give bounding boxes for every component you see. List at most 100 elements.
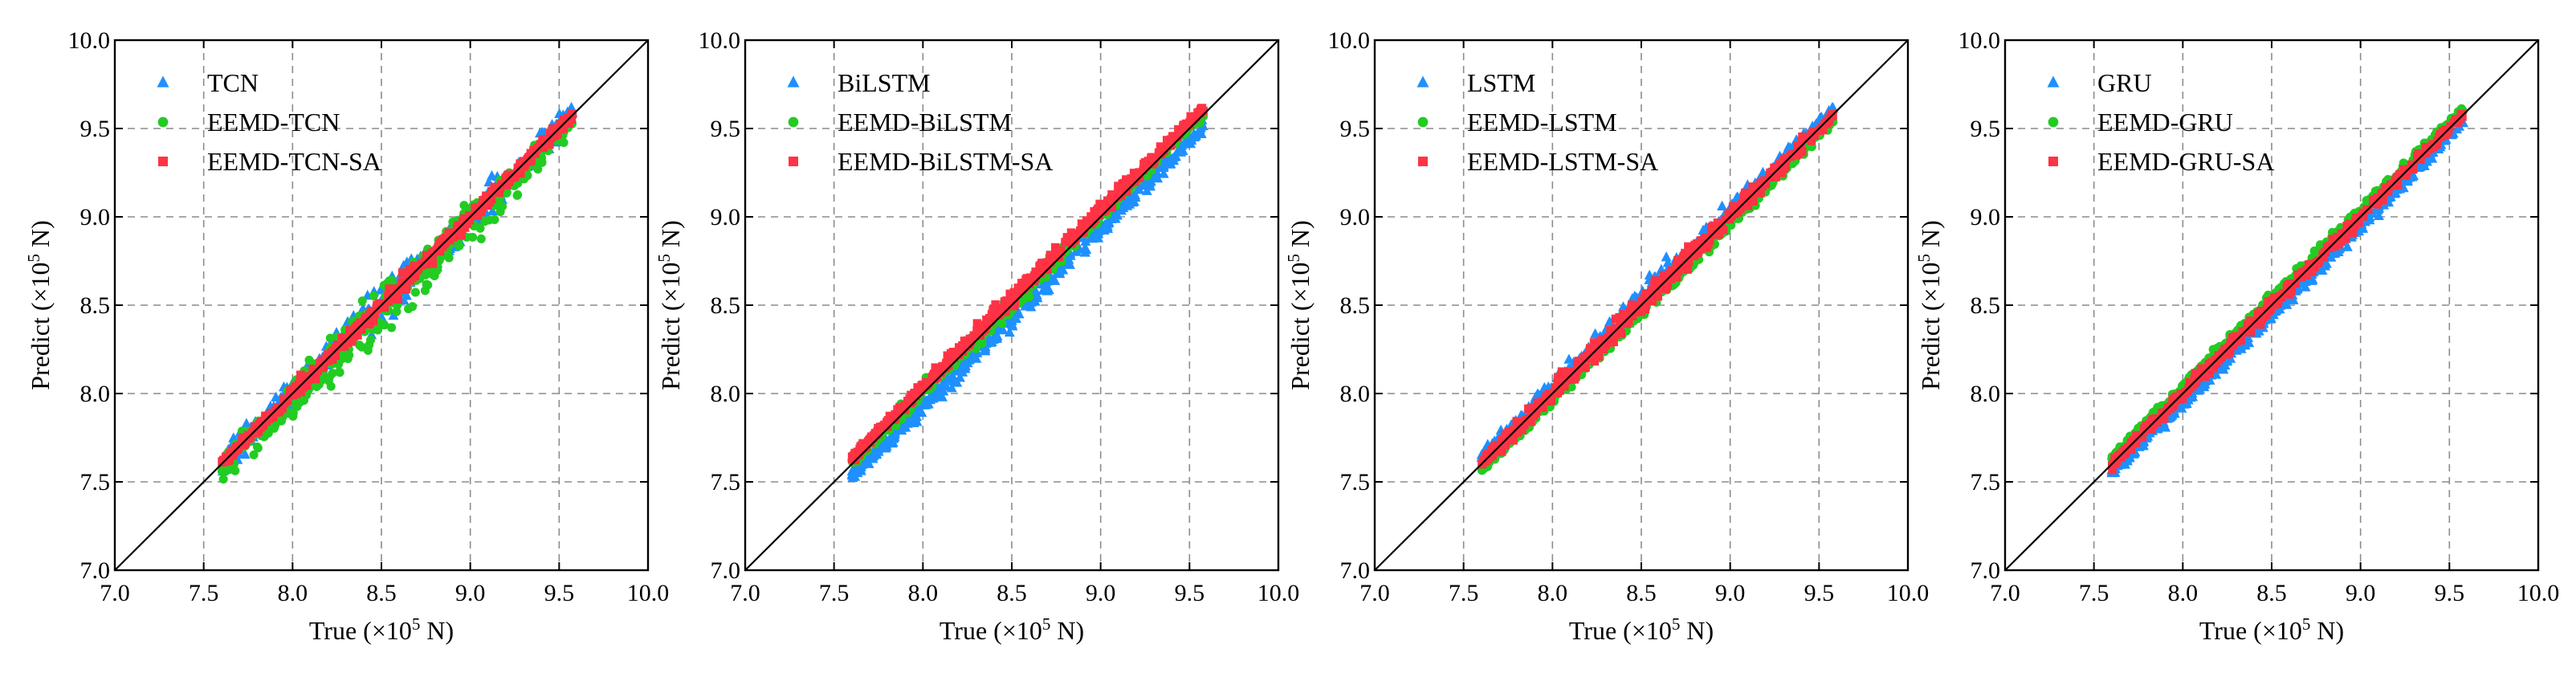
x-tick-label: 7.5 bbox=[819, 580, 850, 606]
data-point bbox=[991, 300, 1000, 309]
data-point bbox=[1641, 305, 1650, 314]
data-point bbox=[253, 422, 263, 431]
data-point bbox=[1134, 183, 1145, 194]
data-point bbox=[1489, 444, 1498, 454]
data-point bbox=[252, 443, 263, 452]
data-point bbox=[895, 402, 904, 412]
data-point bbox=[2181, 398, 2192, 408]
y-tick-label: 9.5 bbox=[1340, 116, 1371, 142]
data-point bbox=[1152, 172, 1164, 183]
y-tick-label: 7.0 bbox=[80, 557, 111, 584]
data-point bbox=[1086, 212, 1095, 221]
data-point bbox=[1070, 236, 1079, 245]
data-point bbox=[1102, 217, 1113, 228]
x-axis-label: True (×105 N) bbox=[940, 614, 1084, 645]
legend-item: EEMD-LSTM-SA bbox=[1418, 147, 1658, 176]
data-point bbox=[1050, 243, 1060, 252]
data-point bbox=[912, 406, 923, 417]
data-point bbox=[1050, 275, 1061, 285]
data-point bbox=[276, 416, 286, 426]
legend-label: EEMD-LSTM bbox=[1467, 108, 1617, 137]
data-point bbox=[1684, 242, 1693, 251]
data-point bbox=[328, 348, 336, 357]
reference-line bbox=[1374, 39, 1909, 571]
data-point bbox=[1140, 162, 1149, 171]
data-point bbox=[1719, 226, 1728, 235]
legend-marker bbox=[1417, 116, 1429, 128]
data-point bbox=[1115, 204, 1127, 215]
data-point bbox=[2199, 381, 2210, 392]
data-point bbox=[1777, 169, 1787, 177]
data-point bbox=[296, 387, 305, 397]
data-point bbox=[2218, 364, 2229, 374]
legend-marker bbox=[789, 157, 798, 166]
y-tick-label: 7.5 bbox=[711, 469, 741, 496]
data-point bbox=[1162, 154, 1173, 165]
legend-marker bbox=[157, 116, 169, 128]
data-point bbox=[1783, 141, 1794, 152]
x-tick-label: 9.5 bbox=[1175, 580, 1205, 606]
data-point bbox=[1192, 112, 1200, 122]
data-point bbox=[1730, 204, 1739, 213]
data-point bbox=[487, 186, 496, 196]
data-point bbox=[1078, 222, 1087, 231]
data-point bbox=[373, 302, 382, 311]
data-point bbox=[355, 341, 365, 350]
data-point bbox=[278, 404, 287, 413]
data-point bbox=[964, 353, 975, 364]
data-point bbox=[1798, 147, 1807, 157]
data-point bbox=[230, 466, 240, 475]
data-point bbox=[2378, 196, 2387, 205]
data-point bbox=[1557, 367, 1567, 376]
data-point bbox=[490, 182, 499, 191]
data-point bbox=[271, 391, 282, 402]
data-point bbox=[1758, 182, 1767, 191]
data-point bbox=[1634, 300, 1643, 310]
data-point bbox=[965, 340, 974, 349]
data-point bbox=[1690, 241, 1699, 251]
data-point bbox=[541, 136, 550, 145]
data-point bbox=[1029, 276, 1039, 286]
data-point bbox=[1611, 314, 1620, 324]
data-point bbox=[340, 342, 349, 351]
data-point bbox=[1001, 302, 1010, 312]
data-point bbox=[2373, 210, 2384, 220]
data-point bbox=[1124, 177, 1133, 186]
data-point bbox=[444, 253, 454, 263]
data-point bbox=[1009, 302, 1019, 311]
data-point bbox=[1565, 367, 1574, 376]
data-point bbox=[1518, 426, 1526, 434]
data-point bbox=[493, 188, 502, 197]
data-point bbox=[1628, 312, 1637, 320]
data-point bbox=[2398, 182, 2409, 193]
data-point bbox=[427, 252, 437, 262]
x-tick-label: 7.0 bbox=[100, 580, 130, 606]
data-point bbox=[370, 309, 380, 319]
data-point bbox=[465, 216, 475, 225]
data-point bbox=[1667, 266, 1677, 275]
legend-marker bbox=[1418, 157, 1428, 166]
data-point bbox=[1685, 257, 1694, 267]
data-point bbox=[1553, 389, 1563, 398]
data-point bbox=[387, 323, 397, 332]
data-point bbox=[2108, 466, 2117, 475]
data-point bbox=[1544, 395, 1553, 404]
data-point bbox=[1551, 383, 1560, 392]
data-point bbox=[1175, 127, 1184, 136]
data-point bbox=[1173, 145, 1184, 157]
data-point bbox=[406, 275, 415, 285]
data-point bbox=[1661, 251, 1672, 262]
x-tick-label: 9.5 bbox=[544, 580, 575, 606]
data-point bbox=[1022, 274, 1032, 283]
data-point bbox=[1818, 123, 1827, 132]
reference-line bbox=[744, 39, 1279, 571]
data-point bbox=[1513, 428, 1522, 437]
data-point bbox=[1156, 142, 1165, 151]
chart-panel-4: 7.07.07.57.58.08.08.58.59.09.09.59.510.0… bbox=[1914, 27, 2559, 645]
data-point bbox=[1581, 363, 1590, 373]
data-point bbox=[1639, 300, 1649, 309]
data-point bbox=[484, 215, 494, 225]
data-point bbox=[1163, 141, 1172, 150]
data-point bbox=[1092, 210, 1101, 220]
